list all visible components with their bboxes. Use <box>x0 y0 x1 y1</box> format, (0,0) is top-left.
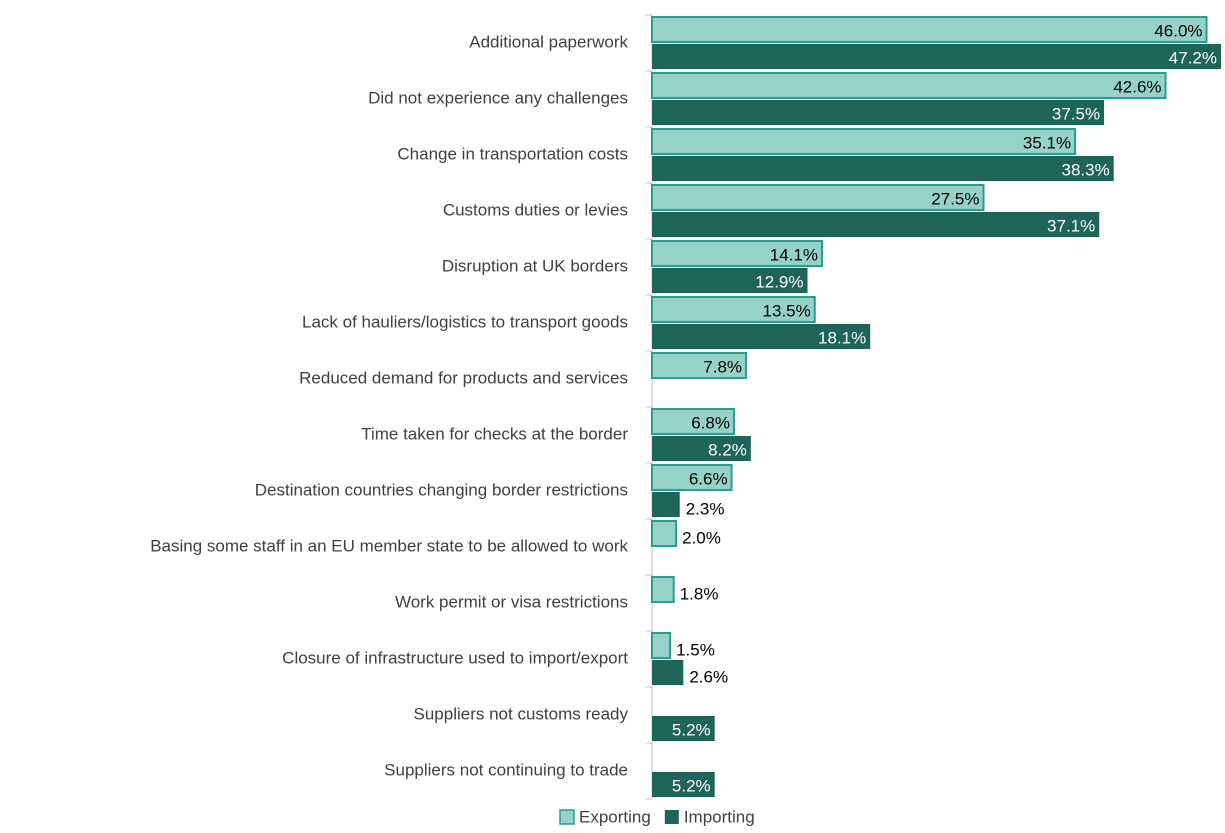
category-label: Disruption at UK borders <box>442 256 628 275</box>
value-label: 27.5% <box>931 189 979 208</box>
value-label: 18.1% <box>818 328 866 347</box>
bar <box>652 660 684 685</box>
bar <box>651 576 675 603</box>
value-label: 7.8% <box>703 357 742 376</box>
bar <box>651 16 1208 43</box>
bar <box>651 240 823 267</box>
value-label: 12.9% <box>755 272 803 291</box>
value-label: 1.8% <box>680 584 719 603</box>
category-label: Additional paperwork <box>469 32 628 51</box>
category-label: Customs duties or levies <box>443 200 628 219</box>
category-label: Time taken for checks at the border <box>361 424 628 443</box>
legend-label: Importing <box>684 807 755 826</box>
bar <box>651 464 733 491</box>
value-label: 13.5% <box>763 301 811 320</box>
value-label: 6.8% <box>691 413 730 432</box>
value-label: 38.3% <box>1062 160 1110 179</box>
bar <box>651 296 816 323</box>
legend-swatch <box>664 810 679 824</box>
bar <box>651 184 985 211</box>
value-label: 8.2% <box>708 440 747 459</box>
value-label: 6.6% <box>689 469 728 488</box>
category-label: Work permit or visa restrictions <box>395 592 628 611</box>
value-label: 1.5% <box>676 640 715 659</box>
value-label: 42.6% <box>1113 77 1161 96</box>
category-label: Did not experience any challenges <box>368 88 628 107</box>
bar <box>651 352 748 379</box>
bar <box>652 212 1100 237</box>
category-label: Basing some staff in an EU member state … <box>150 536 628 555</box>
bar <box>652 492 680 517</box>
value-label: 14.1% <box>770 245 818 264</box>
category-label: Closure of infrastructure used to import… <box>282 648 628 667</box>
category-label: Change in transportation costs <box>397 144 628 163</box>
value-label: 37.5% <box>1052 104 1100 123</box>
bar <box>651 128 1077 155</box>
category-label: Reduced demand for products and services <box>299 368 628 387</box>
bar <box>652 268 808 293</box>
value-label: 37.1% <box>1047 216 1095 235</box>
bar <box>651 520 678 547</box>
category-label: Lack of hauliers/logistics to transport … <box>302 312 628 331</box>
value-label: 5.2% <box>672 720 711 739</box>
bar <box>651 72 1167 99</box>
category-label: Suppliers not continuing to trade <box>384 760 628 779</box>
bar <box>651 632 672 659</box>
value-label: 5.2% <box>672 776 711 795</box>
value-label: 35.1% <box>1023 133 1071 152</box>
value-label: 2.0% <box>682 528 721 547</box>
value-label: 2.6% <box>689 667 728 686</box>
category-label: Destination countries changing border re… <box>255 480 628 499</box>
bar <box>651 408 735 435</box>
category-label: Suppliers not customs ready <box>414 704 629 723</box>
value-label: 2.3% <box>686 499 725 518</box>
bar <box>652 44 1221 69</box>
bar <box>652 772 715 797</box>
legend-swatch <box>559 809 575 825</box>
legend-label: Exporting <box>579 807 651 826</box>
value-label: 46.0% <box>1154 21 1202 40</box>
bar <box>652 156 1114 181</box>
value-label: 47.2% <box>1169 48 1217 67</box>
bar <box>652 436 751 461</box>
bar <box>652 100 1105 125</box>
bar <box>652 324 871 349</box>
bar <box>652 716 715 741</box>
